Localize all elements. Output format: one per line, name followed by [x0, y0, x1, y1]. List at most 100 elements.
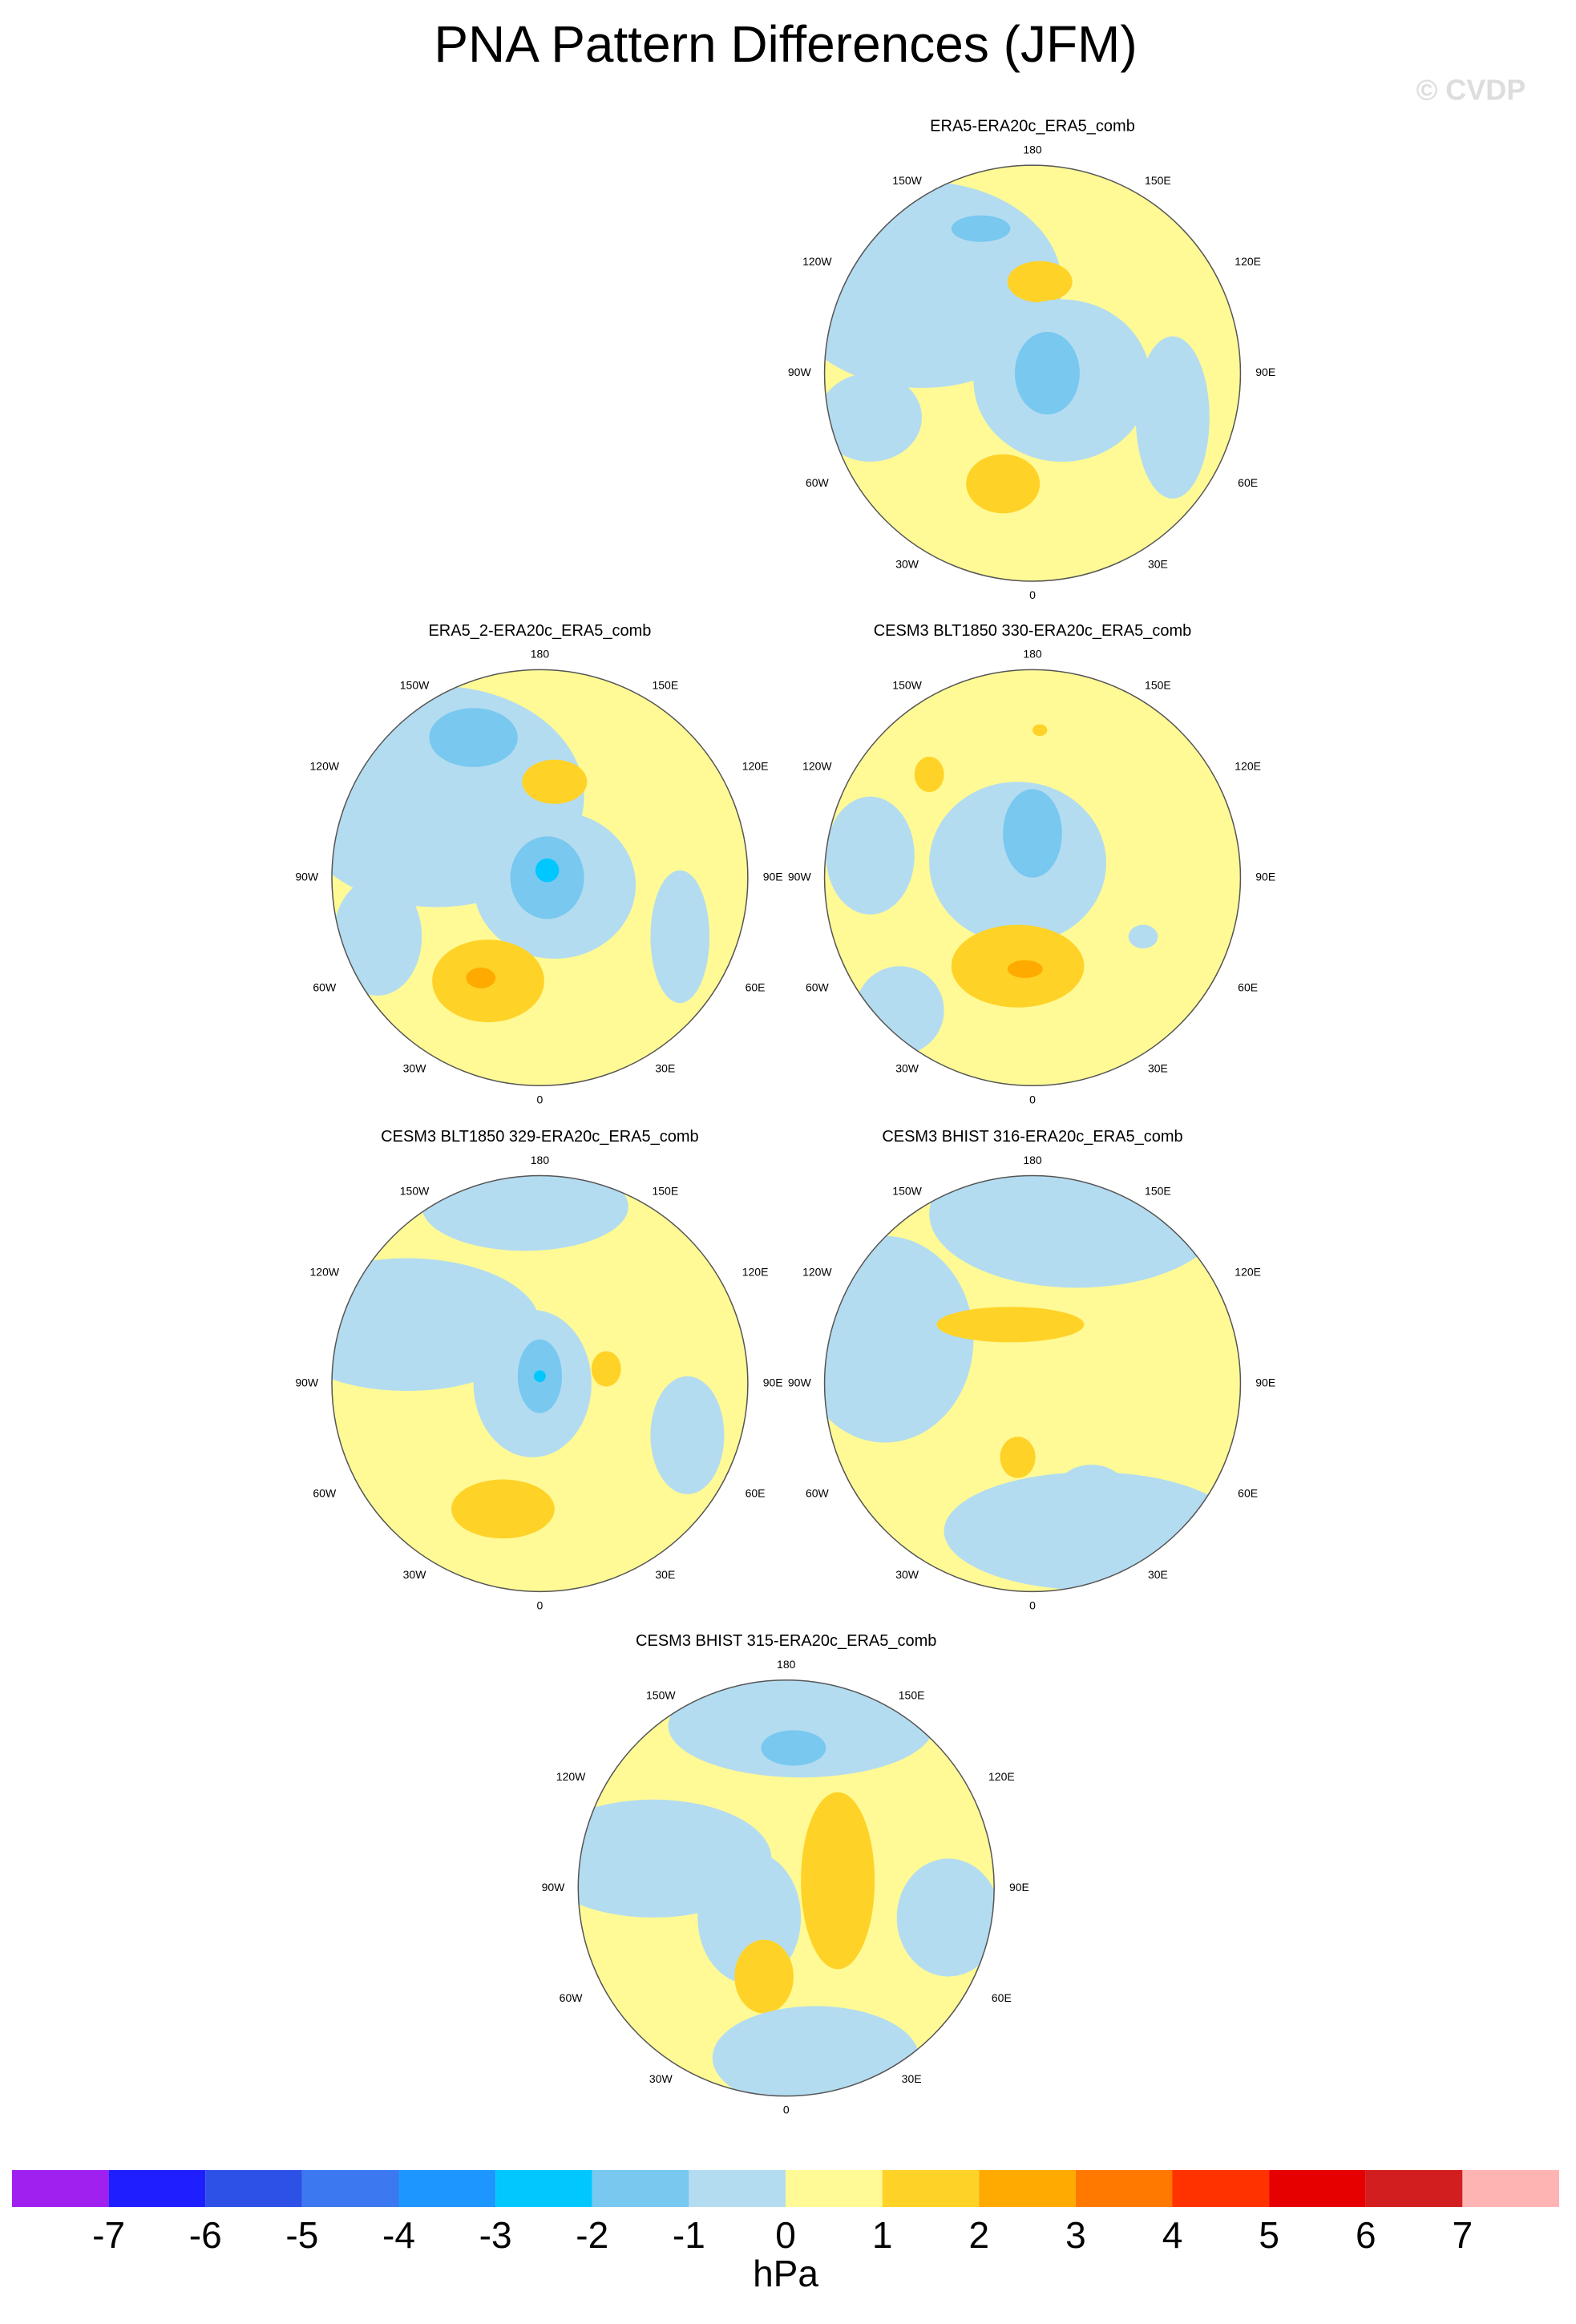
- longitude-label: 150W: [400, 1184, 430, 1197]
- longitude-label: 60E: [1238, 981, 1258, 994]
- contour-region: [466, 968, 496, 988]
- longitude-label: 120E: [1235, 760, 1261, 773]
- contour-region: [936, 1307, 1085, 1343]
- contour-region: [1135, 336, 1210, 499]
- contour-region: [966, 454, 1041, 514]
- longitude-label: 90W: [788, 871, 812, 883]
- contour-region: [855, 966, 944, 1055]
- longitude-label: 90E: [1255, 871, 1275, 883]
- contour-region: [826, 796, 915, 915]
- colorbar-box: [1365, 2170, 1463, 2207]
- longitude-label: 150E: [1145, 678, 1171, 691]
- colorbar-box: [689, 2170, 786, 2207]
- longitude-label: 90E: [1009, 1881, 1029, 1894]
- longitude-label: 60W: [313, 1487, 337, 1500]
- longitude-label: 60E: [746, 981, 766, 994]
- longitude-label: 60W: [313, 981, 337, 994]
- colorbar-box: [979, 2170, 1076, 2207]
- longitude-label: 120W: [556, 1770, 586, 1783]
- colorbar-box: [1462, 2170, 1559, 2207]
- longitude-label: 120E: [1235, 255, 1261, 268]
- contour-region: [1128, 924, 1158, 949]
- contour-region: [650, 870, 710, 1004]
- longitude-label: 30E: [1148, 1568, 1168, 1581]
- longitude-label: 60E: [992, 1991, 1012, 2004]
- longitude-label: 30E: [655, 1062, 675, 1075]
- longitude-label: 60E: [1238, 476, 1258, 489]
- longitude-label: 120E: [988, 1770, 1015, 1783]
- longitude-label: 90E: [1255, 1376, 1275, 1389]
- longitude-label: 60W: [806, 981, 830, 994]
- colorbar-tick-label: -1: [673, 2214, 705, 2256]
- longitude-label: 180: [1023, 143, 1042, 156]
- longitude-label: 180: [1023, 1154, 1042, 1166]
- longitude-label: 0: [537, 1599, 544, 1611]
- colorbar-tick-label: -7: [92, 2214, 125, 2256]
- map-field: [824, 1175, 1241, 1592]
- colorbar-box: [592, 2170, 689, 2207]
- colorbar-box: [786, 2170, 883, 2207]
- colorbar-tick-label: 7: [1453, 2214, 1473, 2256]
- longitude-label: 150W: [400, 678, 430, 691]
- longitude-label: 30W: [895, 1062, 919, 1075]
- map-field: [824, 669, 1241, 1086]
- longitude-label: 90W: [788, 366, 812, 378]
- longitude-label: 30E: [655, 1568, 675, 1581]
- map-field: [332, 669, 748, 1086]
- longitude-label: 30W: [403, 1062, 427, 1075]
- colorbar-box: [398, 2170, 496, 2207]
- longitude-label: 150E: [1145, 1184, 1171, 1197]
- map-field: [824, 165, 1241, 581]
- panel-title: CESM3 BHIST 316-ERA20c_ERA5_comb: [882, 1128, 1182, 1146]
- contour-region: [914, 756, 944, 793]
- contour-region: [1007, 960, 1043, 978]
- colorbar-tick-label: 5: [1259, 2214, 1279, 2256]
- contour-region: [801, 1792, 875, 1970]
- colorbar-tick-label: 3: [1065, 2214, 1086, 2256]
- longitude-label: 180: [531, 648, 550, 661]
- contour-region: [1003, 789, 1062, 878]
- panel-title: ERA5-ERA20c_ERA5_comb: [930, 118, 1135, 135]
- longitude-label: 60W: [806, 476, 830, 489]
- colorbar-box: [108, 2170, 206, 2207]
- contour-region: [1054, 1465, 1129, 1524]
- longitude-label: 120E: [742, 760, 769, 773]
- contour-region: [929, 1175, 1225, 1288]
- longitude-label: 60W: [806, 1487, 830, 1500]
- longitude-label: 90W: [788, 1376, 812, 1389]
- colorbar-box: [495, 2170, 592, 2207]
- longitude-label: 90W: [542, 1881, 566, 1894]
- longitude-label: 0: [1029, 1093, 1036, 1105]
- longitude-label: 150W: [892, 678, 922, 691]
- colorbar-tick-label: 0: [775, 2214, 796, 2256]
- colorbar-tick-label: -5: [285, 2214, 318, 2256]
- longitude-label: 90E: [763, 871, 783, 883]
- longitude-label: 30E: [1148, 557, 1168, 570]
- contour-region: [668, 1679, 934, 1778]
- longitude-label: 180: [1023, 648, 1042, 661]
- colorbar-tick-label: 2: [968, 2214, 989, 2256]
- colorbar-box: [882, 2170, 980, 2207]
- longitude-label: 0: [1029, 1599, 1036, 1611]
- map-border: [577, 1679, 995, 2097]
- panel-title: CESM3 BLT1850 329-ERA20c_ERA5_comb: [381, 1128, 699, 1146]
- longitude-label: 120W: [802, 1266, 832, 1279]
- contour-region: [761, 1730, 826, 1766]
- longitude-label: 150E: [652, 1184, 678, 1197]
- longitude-label: 0: [1029, 588, 1036, 601]
- contour-region: [734, 1939, 794, 2014]
- colorbar-tick-label: -4: [382, 2214, 415, 2256]
- longitude-label: 90E: [763, 1376, 783, 1389]
- longitude-label: 150W: [646, 1689, 676, 1702]
- longitude-label: 60E: [1238, 1487, 1258, 1500]
- colorbar-box: [12, 2170, 109, 2207]
- longitude-label: 180: [531, 1154, 550, 1166]
- colorbar-tick-label: -3: [479, 2214, 512, 2256]
- panel-title: ERA5_2-ERA20c_ERA5_comb: [428, 622, 651, 640]
- watermark: © CVDP: [1416, 74, 1526, 107]
- longitude-label: 120E: [1235, 1266, 1261, 1279]
- colorbar-tick-label: 6: [1356, 2214, 1376, 2256]
- contour-region: [333, 877, 422, 996]
- contour-region: [1032, 724, 1048, 737]
- longitude-label: 0: [783, 2104, 790, 2116]
